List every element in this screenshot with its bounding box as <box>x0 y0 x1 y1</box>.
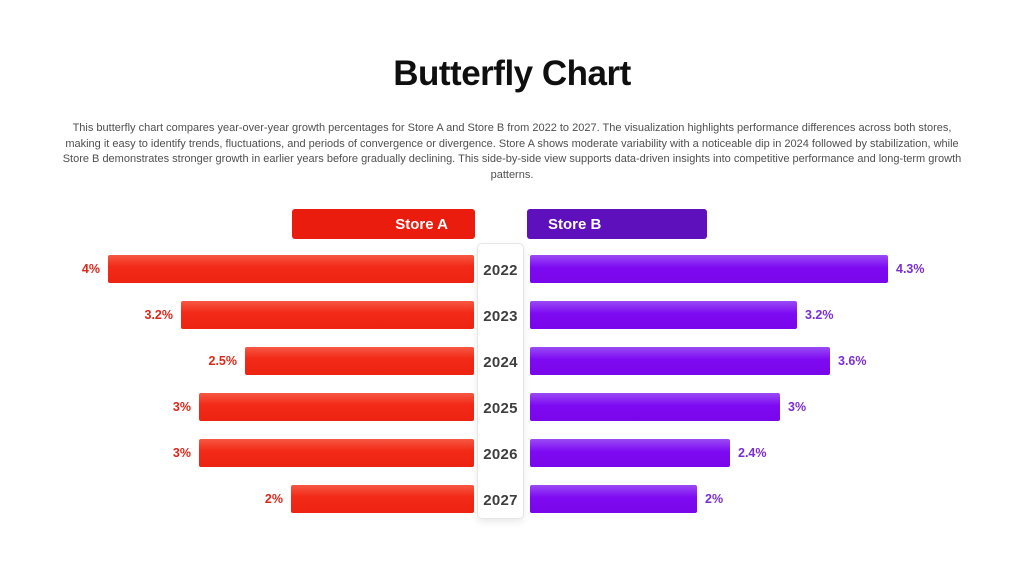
store-b-value-label: 3.2% <box>805 308 834 322</box>
legend-store-a: Store A <box>292 209 475 239</box>
store-a-value-label: 2.5% <box>208 354 238 368</box>
store-a-row: 2.5% <box>0 347 474 375</box>
store-a-value-label: 3.2% <box>144 308 174 322</box>
store-a-bar <box>181 301 474 329</box>
description: This butterfly chart compares year-over-… <box>62 122 962 181</box>
legend-store-b-label: Store B <box>548 215 602 233</box>
store-a-bar <box>199 439 474 467</box>
store-b-row: 4.3% <box>530 255 1004 283</box>
year-label: 2022 <box>483 261 518 279</box>
store-a-value-label: 4% <box>81 262 100 276</box>
store-a-row: 3.2% <box>0 301 474 329</box>
store-a-bars-column: 4% 3.2% 2.5% 3% 3% 2% <box>0 255 474 513</box>
store-b-value-label: 3% <box>788 400 807 414</box>
store-b-bar <box>530 393 780 421</box>
store-a-row: 3% <box>0 439 474 467</box>
store-b-value-label: 4.3% <box>896 262 925 276</box>
store-b-bar <box>530 255 888 283</box>
store-a-row: 4% <box>0 255 474 283</box>
legend-store-a-label: Store A <box>395 215 448 233</box>
store-a-bar <box>108 255 474 283</box>
store-b-row: 2% <box>530 485 1004 513</box>
store-b-value-label: 2.4% <box>738 446 767 460</box>
store-a-row: 2% <box>0 485 474 513</box>
store-a-value-label: 2% <box>264 492 283 506</box>
year-axis-card: 2022 2023 2024 2025 2026 2027 <box>477 243 524 519</box>
store-a-value-label: 3% <box>172 446 191 460</box>
store-b-bar <box>530 485 697 513</box>
store-a-row: 3% <box>0 393 474 421</box>
year-label: 2025 <box>483 399 518 417</box>
legend-store-b: Store B <box>527 209 707 239</box>
store-b-row: 3.2% <box>530 301 1004 329</box>
page-title: Butterfly Chart <box>393 54 631 93</box>
store-b-row: 2.4% <box>530 439 1004 467</box>
store-a-bar <box>291 485 474 513</box>
store-b-row: 3.6% <box>530 347 1004 375</box>
year-label: 2024 <box>483 353 518 371</box>
store-b-bar <box>530 439 730 467</box>
store-a-bar <box>245 347 474 375</box>
store-a-value-label: 3% <box>172 400 191 414</box>
store-b-value-label: 3.6% <box>838 354 867 368</box>
store-b-bars-column: 4.3% 3.2% 3.6% 3% 2.4% 2% <box>530 255 1004 513</box>
year-label: 2027 <box>483 491 518 509</box>
store-b-bar <box>530 347 830 375</box>
store-b-row: 3% <box>530 393 1004 421</box>
year-label: 2023 <box>483 307 518 325</box>
year-label: 2026 <box>483 445 518 463</box>
store-b-bar <box>530 301 797 329</box>
store-a-bar <box>199 393 474 421</box>
store-b-value-label: 2% <box>705 492 724 506</box>
